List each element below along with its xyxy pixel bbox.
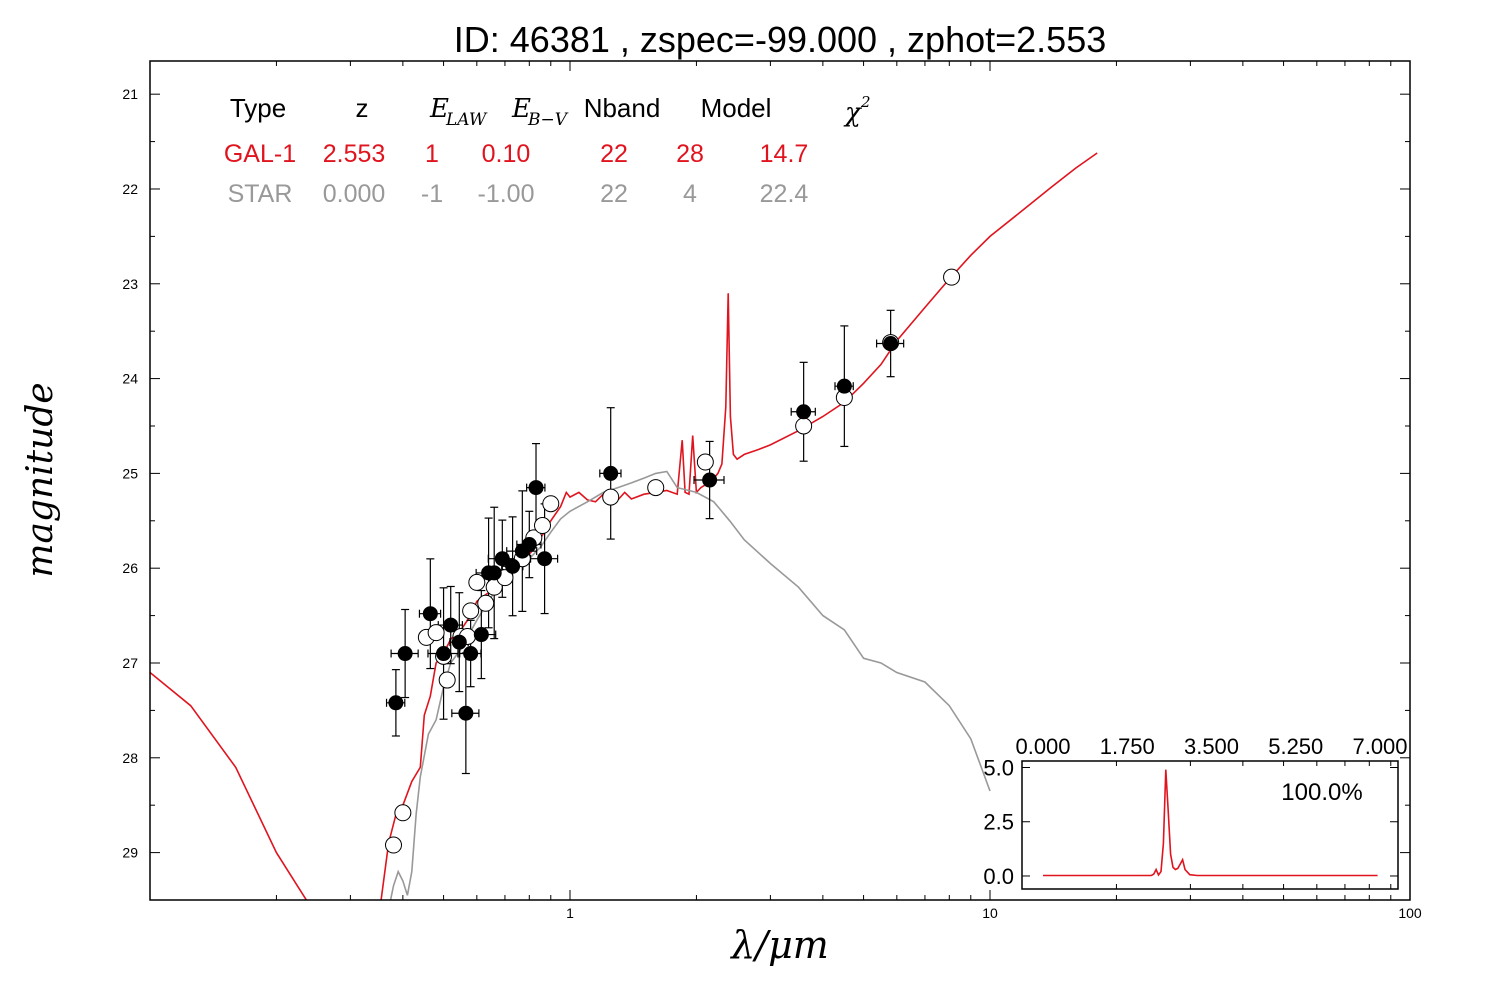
y-tick-label: 24	[122, 371, 138, 387]
table-cell: 22	[600, 180, 628, 208]
observed-magnitude-point	[494, 551, 510, 567]
inset-x-tick-label: 3.500	[1184, 734, 1239, 759]
table-header-cell: E	[511, 94, 531, 124]
inset-x-tick-label: 5.250	[1268, 734, 1323, 759]
table-cell: 4	[683, 180, 697, 208]
inset-y-tick-label: 0.0	[983, 864, 1014, 889]
table-cell: -1	[421, 180, 443, 208]
table-cell: 2.553	[323, 140, 386, 168]
y-tick-label: 25	[122, 465, 138, 481]
observed-magnitude-point	[397, 646, 413, 662]
inset-x-tick-label: 0.000	[1015, 734, 1070, 759]
table-cell: STAR	[228, 180, 293, 208]
model-magnitude-point	[477, 594, 495, 612]
x-tick-label: 100	[1398, 905, 1422, 921]
table-header-cell: Model	[701, 93, 772, 123]
observed-magnitude-point	[883, 336, 899, 352]
observed-magnitude-point	[486, 565, 502, 581]
y-tick-label: 22	[122, 181, 138, 197]
table-cell: 22	[600, 140, 628, 168]
y-tick-label: 29	[122, 845, 138, 861]
table-cell: 0.000	[323, 180, 386, 208]
observed-magnitude-point	[473, 627, 489, 643]
y-tick-label: 21	[122, 86, 138, 102]
inset-x-tick-label: 1.750	[1100, 734, 1155, 759]
y-tick-label: 28	[122, 750, 138, 766]
model-magnitude-point	[533, 517, 551, 535]
observed-magnitude-point	[796, 404, 812, 420]
table-cell: 28	[676, 140, 704, 168]
error-bars	[385, 309, 905, 775]
observed-magnitude-point	[505, 558, 521, 574]
table-cell: -1.00	[478, 180, 535, 208]
y-tick-label: 26	[122, 560, 138, 576]
observed-magnitude-point	[702, 472, 718, 488]
table-cell: 22.4	[760, 180, 809, 208]
model-magnitude-point	[602, 488, 620, 506]
table-cell: 0.10	[482, 140, 531, 168]
redshift-pdf-inset: 100.0% 0.000 1.750 3.500 5.250 7.000 5.0 2.5 0.…	[983, 734, 1408, 890]
sed-template-line	[389, 470, 991, 900]
observed-magnitude-point	[603, 465, 619, 481]
observed-magnitude-point	[463, 646, 479, 662]
model-magnitude-point	[427, 624, 445, 642]
y-axis-label: magnitude	[20, 382, 61, 577]
table-header-subscript: LAW	[445, 110, 488, 130]
model-magnitude-point	[542, 495, 560, 513]
inset-y-tick-label: 5.0	[983, 756, 1014, 781]
observed-magnitude-point	[521, 536, 537, 552]
table-header-superscript: 2	[860, 93, 871, 111]
inset-frame	[1021, 760, 1399, 890]
table-cell: GAL-1	[224, 140, 296, 168]
observed-magnitude-point	[422, 606, 438, 622]
model-magnitude-point	[462, 602, 480, 620]
model-magnitude-point	[394, 804, 412, 822]
observed-magnitude-point	[388, 695, 404, 711]
inset-x-tick-label: 7.000	[1352, 734, 1407, 759]
x-tick-label: 10	[982, 905, 998, 921]
table-header-cell: E	[429, 94, 449, 124]
inset-layer	[1022, 761, 1398, 889]
model-magnitude-point	[795, 417, 813, 435]
pdf-curve	[1043, 769, 1378, 877]
chart-title: ID: 46381 , zspec=-99.000 , zphot=2.553	[454, 19, 1106, 60]
x-tick-label: 1	[566, 905, 574, 921]
observed-magnitude-point	[458, 705, 474, 721]
table-header-cell: z	[356, 93, 369, 123]
observed-magnitude-point	[451, 634, 467, 650]
observed-magnitude-point	[537, 551, 553, 567]
model-magnitude-point	[385, 836, 403, 854]
observed-magnitude-point	[528, 480, 544, 496]
observed-magnitude-point	[436, 646, 452, 662]
inset-background	[1022, 761, 1398, 889]
table-header-cell: χ	[843, 98, 863, 128]
model-magnitude-point	[647, 479, 665, 497]
table-cell: 1	[425, 140, 439, 168]
observed-magnitude-point	[836, 378, 852, 394]
model-magnitude-point	[468, 573, 486, 591]
model-magnitude-point	[943, 268, 961, 286]
model-magnitude-point	[696, 453, 714, 471]
observed-magnitude-point	[443, 617, 459, 633]
inset-probability-label: 100.0%	[1281, 779, 1362, 806]
plot-frame	[149, 60, 1411, 901]
inset-y-tick-label: 2.5	[983, 810, 1014, 835]
y-tick-label: 27	[122, 655, 138, 671]
model-magnitude-point	[438, 671, 456, 689]
y-tick-label: 23	[122, 276, 138, 292]
x-axis-label: λ/μm	[729, 923, 829, 967]
table-header-cell: Type	[230, 93, 286, 123]
table-cell: 14.7	[760, 140, 809, 168]
table-header-cell: Nband	[584, 93, 661, 123]
series-layer	[150, 152, 1098, 900]
table-header-subscript: B−V	[527, 110, 569, 130]
